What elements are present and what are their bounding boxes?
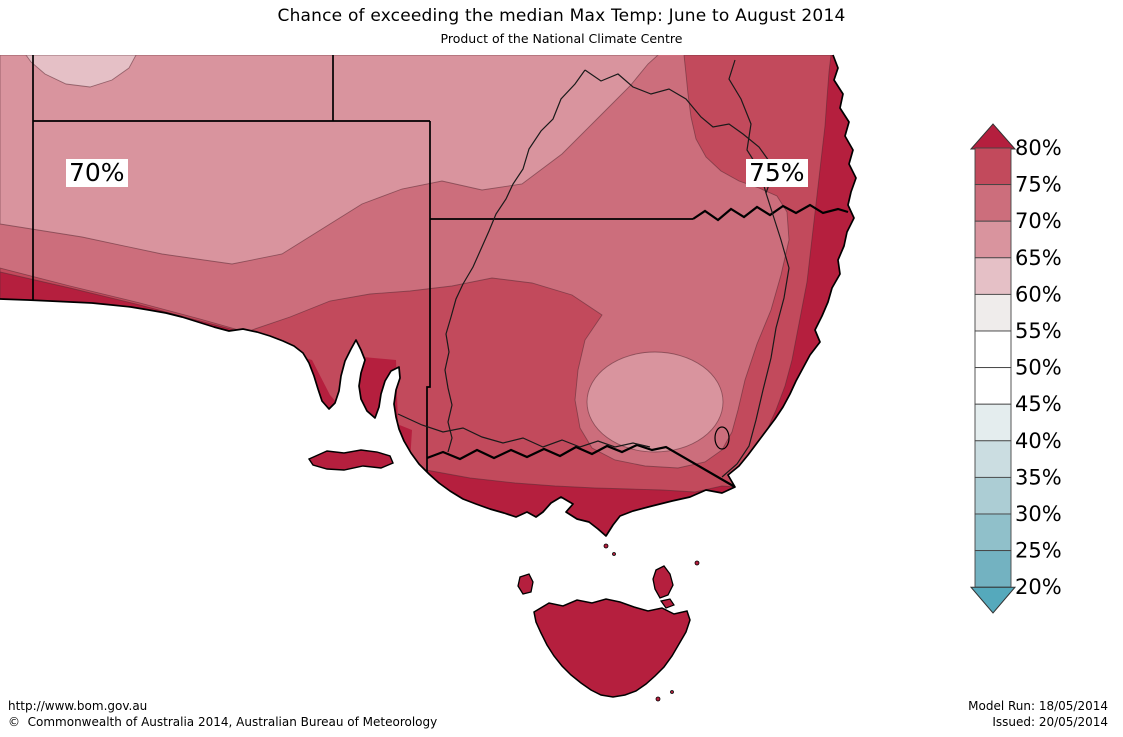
bass-strait-islet	[612, 552, 616, 556]
king-island	[517, 573, 534, 595]
legend-cell-20-25	[974, 550, 1012, 588]
legend-label-70: 70%	[1015, 209, 1062, 233]
mainland-coastline	[0, 54, 857, 537]
legend-cell-45-50	[974, 367, 1012, 405]
legend-cell-55-60	[974, 293, 1012, 332]
legend-label-65: 65%	[1015, 246, 1062, 270]
basin-line-vic-divide	[397, 413, 651, 448]
footer-copyright: © Commonwealth of Australia 2014, Austra…	[8, 715, 438, 729]
legend-cell-70-75	[974, 184, 1012, 222]
legend-cell-75-80	[974, 147, 1012, 186]
border-sa-east	[426, 121, 431, 519]
page-title: Chance of exceeding the median Max Temp:…	[277, 6, 846, 26]
legend-label-60: 60%	[1015, 282, 1062, 306]
map-label-75: 75%	[746, 159, 808, 187]
legend-cell-40-45	[974, 403, 1012, 442]
legend-cell-30-35	[974, 476, 1012, 515]
cape-barren-island	[659, 598, 675, 609]
legend-label-35: 35%	[1015, 465, 1062, 489]
legend-arrow-above-80	[969, 123, 1017, 150]
legend-label-20: 20%	[1015, 575, 1062, 599]
flinders-island	[652, 565, 674, 599]
contour-band-65-70-oval	[586, 351, 724, 453]
legend-cell-50-55	[974, 330, 1012, 369]
tasmania	[533, 598, 691, 698]
kangaroo-island	[307, 449, 394, 471]
legend-label-55: 55%	[1015, 319, 1062, 343]
basin-line-east-divide	[721, 59, 790, 478]
legend-cell-25-30	[974, 513, 1012, 552]
legend-label-50: 50%	[1015, 356, 1062, 380]
footer-model-run: Model Run: 18/05/2014	[968, 699, 1108, 713]
legend-label-30: 30%	[1015, 502, 1062, 526]
state-border-lines	[32, 55, 849, 519]
basin-boundary-lines	[397, 59, 790, 478]
legend-arrow-below-20	[969, 586, 1017, 614]
page-subtitle: Product of the National Climate Centre	[440, 31, 683, 46]
tasman-islet	[655, 696, 661, 702]
legend-label-45: 45%	[1015, 392, 1062, 416]
legend-cell-65-70	[974, 220, 1012, 259]
basin-line-west	[444, 69, 586, 453]
footer-issued: Issued: 20/05/2014	[992, 715, 1108, 729]
legend-label-40: 40%	[1015, 429, 1062, 453]
legend-label-25: 25%	[1015, 539, 1062, 563]
bass-strait-islet	[603, 543, 609, 549]
legend-cell-35-40	[974, 440, 1012, 478]
basin-line-north	[584, 69, 772, 194]
map-label-70: 70%	[66, 159, 128, 187]
legend-cell-60-65	[974, 257, 1012, 295]
border-nsw-vic-murray	[426, 443, 736, 488]
legend-label-75: 75%	[1015, 173, 1062, 197]
tasman-islet	[670, 690, 674, 694]
border-act	[714, 426, 730, 450]
contour-band-65-70-northwest	[0, 55, 660, 265]
border-qld-nsw-river	[692, 203, 849, 222]
contour-band-60-65-patch	[25, 55, 137, 88]
legend-label-80: 80%	[1015, 136, 1062, 160]
footer-url: http://www.bom.gov.au	[8, 699, 148, 713]
bass-strait-islet	[694, 560, 700, 566]
